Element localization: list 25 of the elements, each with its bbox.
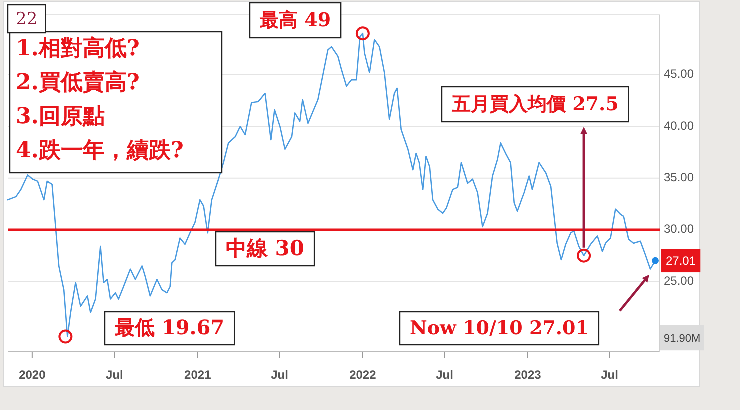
y-tick-label: 25.00 xyxy=(664,274,694,288)
x-tick-label: Jul xyxy=(601,368,618,382)
y-tick-label: 40.00 xyxy=(664,118,694,133)
y-tick-label: 45.00 xyxy=(664,67,694,82)
annotation: 五月買入均價 27.5 xyxy=(451,93,619,116)
x-tick-label: 2022 xyxy=(350,368,377,382)
annotation: 2.買低賣高? xyxy=(16,70,140,96)
text: 91.90M xyxy=(664,332,701,345)
annotation: 22 xyxy=(16,9,38,30)
x-tick-label: Jul xyxy=(106,368,124,382)
annotation: 1.相對高低? xyxy=(16,36,140,62)
y-tick-label: 30.00 xyxy=(664,222,694,236)
ref-line-label: 中線 30 xyxy=(226,235,305,260)
annotation: 3.回原點 xyxy=(16,104,105,130)
annotation: Now 10/10 27.01 xyxy=(410,317,589,340)
x-tick-label: Jul xyxy=(271,368,288,382)
x-tick-label: Jul xyxy=(436,368,454,382)
x-tick-label: 2023 xyxy=(514,368,542,382)
x-tick-label: 2020 xyxy=(19,368,46,382)
annotation: 最低 19.67 xyxy=(114,316,225,340)
x-tick-label: 2021 xyxy=(184,368,212,382)
y-tick-label: 35.00 xyxy=(664,170,694,185)
annotation: 最高 49 xyxy=(259,9,332,32)
annotation: 4.跌一年，續跌? xyxy=(16,138,184,164)
annotation: 27.01 xyxy=(666,254,696,268)
